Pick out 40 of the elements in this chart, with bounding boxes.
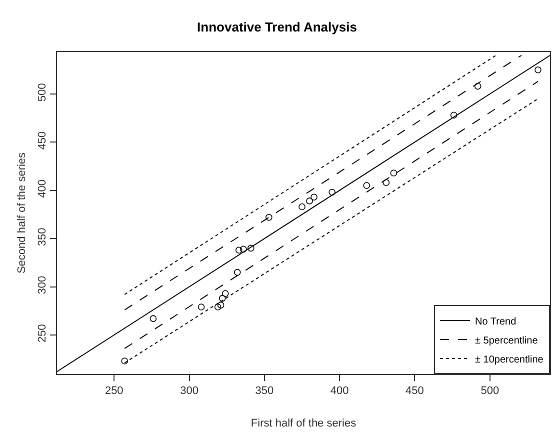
point <box>328 188 336 196</box>
y-tick-label: 350 <box>36 228 49 246</box>
x-tick-label: 300 <box>180 385 198 398</box>
y-tick-label: 400 <box>36 180 49 198</box>
y-axis-title: Second half of the series <box>16 152 28 274</box>
point <box>150 315 157 322</box>
point <box>121 358 128 364</box>
point <box>266 214 272 221</box>
point <box>363 182 370 189</box>
point <box>235 246 242 254</box>
point <box>247 244 254 252</box>
x-tick-label: 400 <box>330 385 349 398</box>
point <box>217 302 224 308</box>
point <box>382 179 390 186</box>
y-tick-label: 500 <box>36 83 49 102</box>
x-tick-label: 350 <box>255 385 274 398</box>
legend-label: ± 10percentline <box>475 354 544 366</box>
x-axis-title: First half of the series <box>250 417 357 430</box>
legend-label: ± 5percentline <box>475 335 538 346</box>
y-tick-label: 300 <box>36 276 49 294</box>
point <box>222 290 229 297</box>
point <box>214 304 222 310</box>
x-tick-label: 500 <box>480 385 500 398</box>
point <box>310 194 318 200</box>
y-tick-label: 450 <box>36 131 49 150</box>
y-tick-label: 250 <box>36 324 49 342</box>
point <box>240 246 247 253</box>
point <box>306 198 313 204</box>
legend-label: No Trend <box>475 316 516 328</box>
point <box>218 294 226 302</box>
point <box>390 170 398 176</box>
x-tick-label: 450 <box>406 385 424 398</box>
point <box>474 82 482 90</box>
point <box>534 66 542 74</box>
x-tick-label: 250 <box>104 385 124 398</box>
chart-title: Innovative Trend Analysis <box>197 19 357 34</box>
point <box>298 203 306 210</box>
point <box>198 304 205 310</box>
point <box>234 268 241 276</box>
point <box>450 112 458 119</box>
